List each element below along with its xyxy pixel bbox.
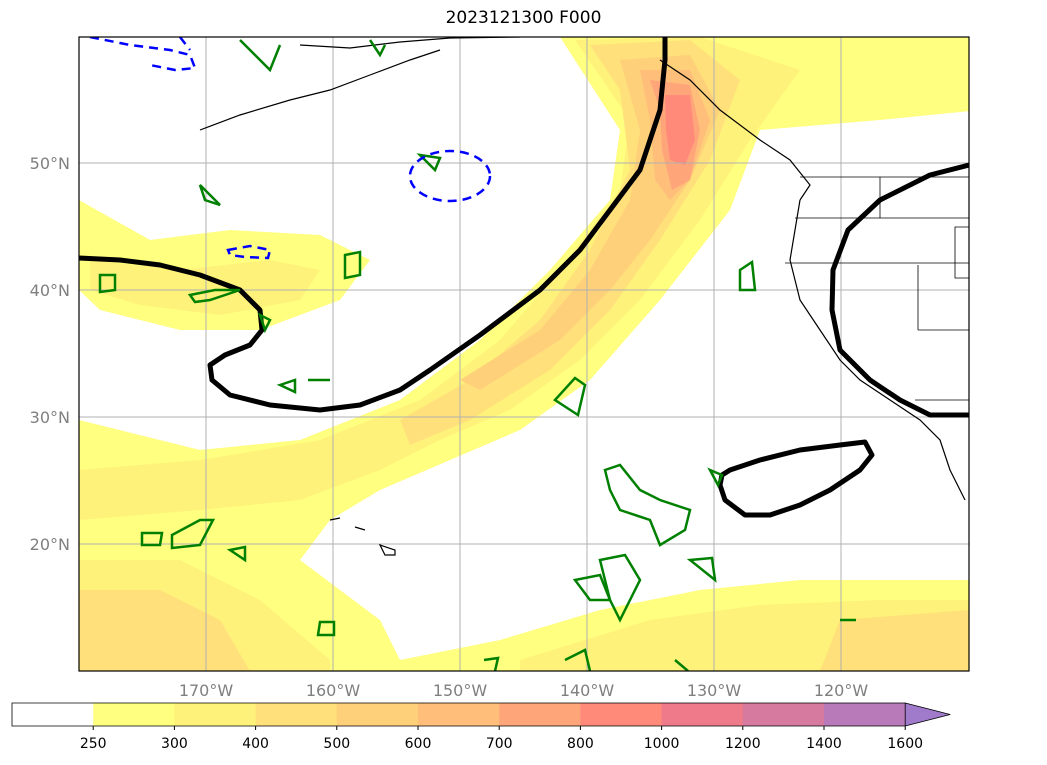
colorbar-tick-label: 300 (161, 736, 188, 752)
colorbar-tick-label: 1000 (644, 736, 680, 752)
hawaii-islands (329, 517, 396, 556)
blue-dashed-contours (89, 37, 492, 260)
lon-label: 150°W (433, 681, 488, 700)
lon-label: 140°W (560, 681, 615, 700)
lat-label: 30°N (30, 408, 70, 427)
colorbar-outline (11, 702, 906, 727)
colorbar-tick-label: 1600 (887, 736, 923, 752)
colorbar-segment (824, 703, 906, 726)
green-contours (98, 39, 856, 671)
colorbar-segment (255, 703, 338, 726)
colorbar-segment (336, 703, 419, 726)
ridge-contour (829, 162, 969, 418)
west-coast-usa (789, 199, 966, 501)
lon-label: 160°W (306, 681, 361, 700)
colorbar-tick-label: 400 (242, 736, 269, 752)
colorbar-tick-label: 500 (323, 736, 350, 752)
alaska-peninsula-coast (199, 49, 441, 131)
colorbar-extend-arrow (904, 702, 951, 727)
colorbar-segment (580, 703, 663, 726)
colorbar-segment (499, 703, 581, 726)
lon-label: 120°W (814, 681, 869, 700)
lat-label: 50°N (30, 154, 70, 173)
colorbar-tick-label: 250 (80, 736, 107, 752)
ar-plume-800 (665, 95, 695, 165)
west-blob-300 (90, 260, 320, 315)
colorbar-segment (12, 703, 94, 726)
dashed-low-1 (408, 149, 492, 203)
colorbar-segment (742, 703, 825, 726)
colorbar: 250 300 400 500 600 700 800 1000 1200 1400 1600 (11, 702, 951, 752)
alaska-coast (299, 37, 521, 49)
colorbar-tick-label: 700 (486, 736, 513, 752)
south-band-400 (79, 590, 250, 671)
colorbar-tick-label: 1400 (806, 736, 842, 752)
gridlines (79, 37, 969, 671)
bc-coast (659, 59, 811, 201)
closed-low-contour (717, 439, 875, 518)
lat-label: 20°N (30, 535, 70, 554)
colorbar-segment (174, 703, 257, 726)
colorbar-segment (93, 703, 175, 726)
colorbar-tick-label: 600 (405, 736, 432, 752)
lat-labels: 50°N 40°N 30°N 20°N (30, 154, 70, 554)
colorbar-tick-label: 800 (567, 736, 594, 752)
dashed-nw (89, 37, 197, 72)
map-title: 2023121300 F000 (445, 8, 602, 28)
lon-label: 170°W (179, 681, 234, 700)
lat-label: 40°N (30, 281, 70, 300)
political-borders (785, 176, 969, 401)
dashed-low-2 (226, 244, 272, 260)
lon-label: 130°W (687, 681, 742, 700)
map-border (78, 36, 970, 672)
coastlines (199, 37, 966, 556)
south-band-400b (820, 610, 969, 671)
ivt-shading (79, 37, 969, 671)
colorbar-segment (661, 703, 744, 726)
colorbar-tick-label: 1200 (725, 736, 761, 752)
map-panel (79, 37, 969, 671)
colorbar-segment (418, 703, 500, 726)
lon-labels: 170°W 160°W 150°W 140°W 130°W 120°W (179, 681, 869, 700)
